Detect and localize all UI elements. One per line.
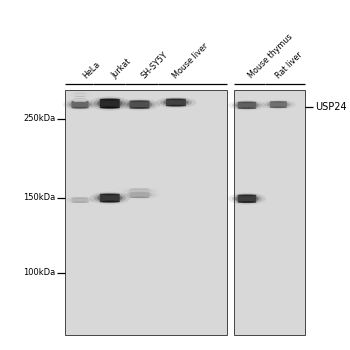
FancyBboxPatch shape xyxy=(130,100,149,108)
Ellipse shape xyxy=(127,101,152,108)
Ellipse shape xyxy=(124,100,156,109)
Ellipse shape xyxy=(119,188,160,194)
FancyBboxPatch shape xyxy=(130,189,149,193)
Ellipse shape xyxy=(72,202,88,203)
FancyBboxPatch shape xyxy=(100,194,120,202)
Text: 250kDa: 250kDa xyxy=(23,114,55,123)
Text: 150kDa: 150kDa xyxy=(23,193,55,202)
Ellipse shape xyxy=(155,97,196,108)
Ellipse shape xyxy=(72,197,88,199)
Ellipse shape xyxy=(167,98,185,100)
Ellipse shape xyxy=(124,191,156,198)
Ellipse shape xyxy=(232,194,262,203)
Text: USP24: USP24 xyxy=(315,102,346,112)
FancyBboxPatch shape xyxy=(238,195,256,203)
FancyBboxPatch shape xyxy=(71,197,89,203)
Ellipse shape xyxy=(69,101,91,108)
Ellipse shape xyxy=(131,197,149,198)
FancyBboxPatch shape xyxy=(100,99,120,108)
Ellipse shape xyxy=(235,102,259,108)
Text: Mouse thymus: Mouse thymus xyxy=(247,33,295,80)
FancyBboxPatch shape xyxy=(74,98,86,102)
Ellipse shape xyxy=(131,192,149,193)
Ellipse shape xyxy=(89,192,130,204)
Ellipse shape xyxy=(101,98,119,101)
Ellipse shape xyxy=(70,98,90,102)
Ellipse shape xyxy=(228,100,266,111)
Ellipse shape xyxy=(72,100,88,102)
Text: Jurkat: Jurkat xyxy=(110,57,133,80)
Ellipse shape xyxy=(70,92,90,97)
Ellipse shape xyxy=(66,100,94,109)
Ellipse shape xyxy=(97,99,122,108)
Ellipse shape xyxy=(127,192,152,198)
Ellipse shape xyxy=(131,107,149,109)
Ellipse shape xyxy=(69,198,91,202)
Ellipse shape xyxy=(238,107,256,109)
Text: 100kDa: 100kDa xyxy=(23,268,55,277)
Ellipse shape xyxy=(63,99,97,110)
Ellipse shape xyxy=(101,194,119,195)
FancyBboxPatch shape xyxy=(238,102,256,109)
Ellipse shape xyxy=(271,106,286,108)
Ellipse shape xyxy=(97,194,122,202)
Text: Rat liver: Rat liver xyxy=(274,50,304,80)
Ellipse shape xyxy=(271,101,286,103)
FancyBboxPatch shape xyxy=(74,93,86,97)
Ellipse shape xyxy=(235,195,259,202)
Ellipse shape xyxy=(101,106,119,109)
Text: HeLa: HeLa xyxy=(82,60,102,80)
Ellipse shape xyxy=(265,101,292,108)
Ellipse shape xyxy=(131,192,149,193)
Ellipse shape xyxy=(163,99,189,106)
Ellipse shape xyxy=(94,193,126,203)
Bar xyxy=(65,90,227,335)
Text: Mouse liver: Mouse liver xyxy=(171,41,210,80)
FancyBboxPatch shape xyxy=(270,101,287,108)
Ellipse shape xyxy=(75,98,85,99)
Ellipse shape xyxy=(101,201,119,203)
Ellipse shape xyxy=(89,96,130,111)
Ellipse shape xyxy=(267,102,289,107)
Ellipse shape xyxy=(124,188,156,193)
FancyBboxPatch shape xyxy=(130,192,149,198)
Ellipse shape xyxy=(131,100,149,102)
Ellipse shape xyxy=(232,101,262,109)
Ellipse shape xyxy=(75,101,85,102)
Ellipse shape xyxy=(63,196,97,204)
Ellipse shape xyxy=(228,193,266,205)
Ellipse shape xyxy=(72,107,88,108)
Ellipse shape xyxy=(68,98,92,103)
Ellipse shape xyxy=(119,190,160,199)
Ellipse shape xyxy=(238,201,256,203)
Ellipse shape xyxy=(261,100,296,109)
Ellipse shape xyxy=(238,194,256,196)
Ellipse shape xyxy=(68,92,92,98)
Ellipse shape xyxy=(66,197,94,203)
Ellipse shape xyxy=(119,99,160,111)
Ellipse shape xyxy=(238,102,256,103)
FancyBboxPatch shape xyxy=(71,101,89,108)
Text: SH-SY5Y: SH-SY5Y xyxy=(140,50,170,80)
Ellipse shape xyxy=(127,189,152,192)
FancyBboxPatch shape xyxy=(166,99,186,106)
Bar xyxy=(234,90,305,335)
Ellipse shape xyxy=(94,98,126,109)
Ellipse shape xyxy=(160,98,192,107)
Ellipse shape xyxy=(72,93,88,97)
Ellipse shape xyxy=(75,96,85,97)
Ellipse shape xyxy=(167,105,185,106)
Ellipse shape xyxy=(72,99,88,101)
